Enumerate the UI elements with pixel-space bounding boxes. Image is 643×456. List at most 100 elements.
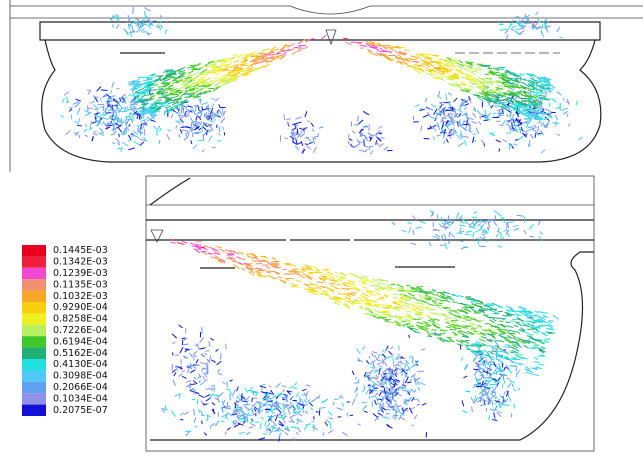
vector [480, 404, 486, 406]
vector [513, 225, 518, 227]
vector [437, 76, 443, 77]
vector [239, 258, 245, 259]
vector [352, 131, 355, 133]
vector [432, 329, 437, 330]
vector [472, 407, 473, 413]
vector [343, 38, 347, 39]
legend-label: 0.6194E-04 [53, 336, 108, 347]
vector [313, 266, 318, 270]
legend-swatch [22, 336, 46, 347]
vector [511, 29, 515, 30]
vector [228, 413, 233, 416]
vector [517, 215, 524, 216]
vector [448, 93, 452, 96]
vector [501, 74, 507, 75]
vector [202, 353, 203, 357]
vector [538, 221, 539, 226]
vector [128, 148, 135, 150]
vector [515, 322, 520, 323]
vector [179, 134, 180, 138]
vector [444, 234, 446, 240]
vector [413, 319, 421, 320]
vector [473, 331, 478, 332]
vector [311, 421, 314, 422]
vector [343, 283, 351, 284]
vector [416, 381, 417, 385]
legend-label: 0.9290E-04 [53, 302, 108, 313]
vector [460, 106, 461, 110]
legend: 0.1445E-030.1342E-030.1239E-030.1135E-03… [22, 245, 108, 416]
vector [371, 353, 373, 357]
vector [205, 394, 210, 396]
vector [188, 132, 189, 137]
vector [171, 114, 173, 118]
vector [262, 409, 263, 412]
vector [421, 126, 422, 132]
vector [193, 72, 198, 75]
vector [474, 344, 481, 345]
vector [385, 348, 389, 349]
vector [515, 314, 519, 315]
vector [492, 401, 493, 405]
vector [514, 229, 519, 231]
vector [381, 374, 382, 378]
vector [189, 353, 192, 357]
vector [140, 119, 146, 121]
vector [282, 386, 286, 387]
vector [362, 406, 365, 411]
vector [412, 306, 419, 308]
vector [139, 29, 145, 31]
vector [475, 342, 480, 343]
vector [329, 418, 333, 419]
vector [379, 144, 384, 147]
vector [278, 428, 279, 431]
vector [133, 135, 139, 138]
legend-swatch [22, 382, 46, 393]
vector [116, 24, 119, 29]
vector [312, 129, 314, 132]
vector [265, 272, 271, 274]
vector [298, 419, 303, 422]
vector [533, 332, 538, 334]
vector [111, 90, 112, 93]
vector [499, 148, 500, 151]
vector [358, 298, 364, 299]
vector [205, 351, 210, 352]
vector [400, 369, 404, 370]
vector [242, 393, 243, 400]
vector [119, 18, 120, 22]
vector [460, 231, 464, 232]
vector [76, 99, 81, 101]
vector [342, 403, 344, 407]
vector [194, 133, 199, 134]
vector [446, 124, 451, 125]
vector [348, 134, 349, 138]
vector [502, 404, 505, 405]
vector [479, 237, 483, 240]
vector [134, 142, 140, 146]
vector [513, 144, 517, 145]
vector [433, 236, 439, 238]
vector [242, 268, 246, 270]
vector [197, 343, 200, 349]
vector [129, 22, 133, 25]
vector [462, 321, 466, 322]
vector [226, 258, 232, 259]
vector [492, 351, 498, 352]
vector [199, 99, 202, 100]
vector [194, 426, 197, 427]
vector [382, 350, 385, 353]
vector [215, 98, 219, 101]
vector [391, 347, 393, 349]
vector [78, 108, 80, 112]
vector [447, 296, 452, 297]
vector [304, 399, 307, 402]
vector [464, 234, 470, 235]
vector [165, 405, 166, 411]
vector [182, 338, 186, 339]
vector [375, 418, 377, 421]
vector [231, 65, 235, 68]
vector [338, 293, 345, 294]
vector [318, 133, 319, 137]
vector [395, 368, 398, 369]
